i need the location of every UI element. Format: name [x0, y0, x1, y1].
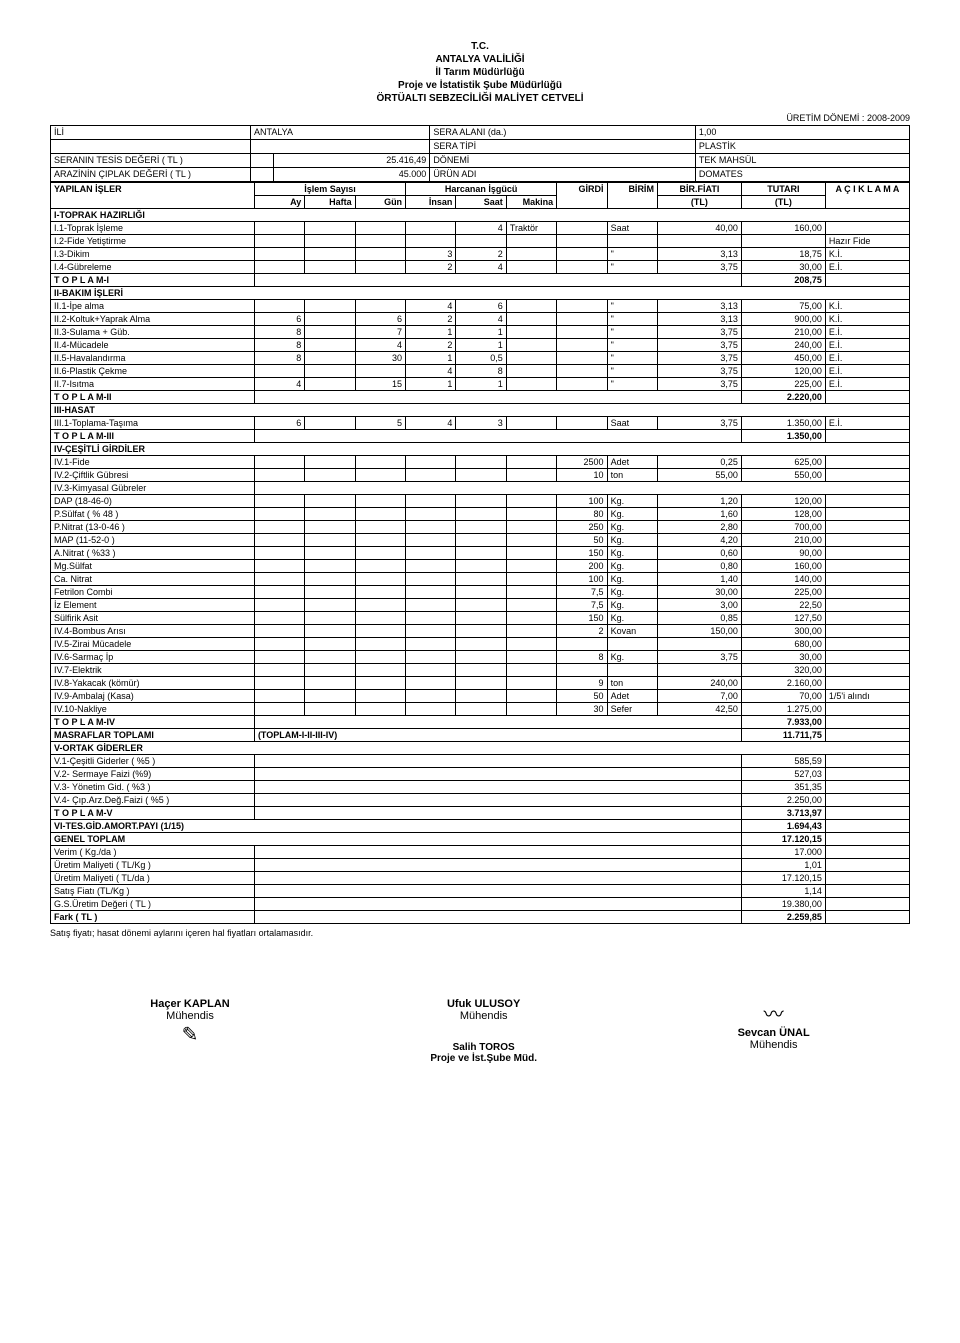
footnote: Satış fiyatı; hasat dönemi aylarını içer…: [50, 928, 910, 938]
table-row: IV.6-Sarmaç İp8Kg.3,7530,00: [51, 651, 910, 664]
toplam-1: T O P L A M-I: [51, 274, 255, 287]
table-row: II.7-Isıtma41511"3,75225,00E.İ.: [51, 378, 910, 391]
table-row: IV.1-Fide2500Adet0,25625,00: [51, 456, 910, 469]
table-row: I.1-Toprak İşleme4TraktörSaat40,00160,00: [51, 222, 910, 235]
sera-tipi-label: SERA TİPİ: [430, 140, 696, 154]
section-2: II-BAKIM İŞLERİ: [51, 287, 910, 300]
production-period: ÜRETİM DÖNEMİ : 2008-2009: [50, 113, 910, 123]
toplam-4: T O P L A M-IV: [51, 716, 255, 729]
col-islem: İşlem Sayısı: [254, 183, 405, 196]
col-harcanan: Harcanan İşgücü: [406, 183, 557, 196]
table-row: II.5-Havalandırma83010,5"3,75450,00E.İ.: [51, 352, 910, 365]
table-row: Üretim Maliyeti ( TL/da )17.120,15: [51, 872, 910, 885]
table-row: IV.5-Zirai Mücadele680,00: [51, 638, 910, 651]
col-girdi: GİRDİ: [557, 183, 607, 209]
signature-1: Haçer KAPLAN Mühendis ✎: [150, 998, 229, 1064]
section-1: I-TOPRAK HAZIRLIĞI: [51, 209, 910, 222]
table-row: V.2- Sermaye Faizi (%9)527,03: [51, 768, 910, 781]
section-5: V-ORTAK GİDERLER: [51, 742, 910, 755]
table-row: Üretim Maliyeti ( TL/Kg )1,01: [51, 859, 910, 872]
signature-2: Ufuk ULUSOY Mühendis Salih TOROS Proje v…: [430, 998, 537, 1064]
table-row: IV.8-Yakacak (kömür)9ton240,002.160,00: [51, 677, 910, 690]
tesis-label: SERANIN TESİS DEĞERİ ( TL ): [51, 154, 251, 168]
table-row: P.Nitrat (13-0-46 )250Kg.2,80700,00: [51, 521, 910, 534]
ili-label: İLİ: [51, 126, 251, 140]
sera-alani-value: 1,00: [695, 126, 909, 140]
urun-value: DOMATES: [695, 168, 909, 182]
donemi-value: TEK MAHSÜL: [695, 154, 909, 168]
section-3: III-HASAT: [51, 404, 910, 417]
urun-label: ÜRÜN ADI: [430, 168, 696, 182]
tesis-value: 25.416,49: [274, 154, 430, 168]
table-row: I.3-Dikim32"3,1318,75K.İ.: [51, 248, 910, 261]
document-header: T.C. ANTALYA VALİLİĞİ İl Tarım Müdürlüğü…: [50, 40, 910, 105]
table-row: V.3- Yönetim Gid. ( %3 )351,35: [51, 781, 910, 794]
table-row: I.2-Fide YetiştirmeHazır Fide: [51, 235, 910, 248]
table-row: Fetrilon Combi7,5Kg.30,00225,00: [51, 586, 910, 599]
table-row: IV.7-Elektrik320,00: [51, 664, 910, 677]
arazi-label: ARAZİNİN ÇIPLAK DEĞERİ ( TL ): [51, 168, 251, 182]
header-line-2: ANTALYA VALİLİĞİ: [50, 53, 910, 66]
signature-scribble-icon: 〰: [738, 998, 810, 1027]
table-row: G.S.Üretim Değeri ( TL )19.380,00: [51, 898, 910, 911]
table-row: V.4- Çıp.Arz.Değ.Faizi ( %5 )2.250,00: [51, 794, 910, 807]
table-row: II.2-Koltuk+Yaprak Alma6624"3,13900,00K.…: [51, 313, 910, 326]
sera-alani-label: SERA ALANI (da.): [430, 126, 696, 140]
toplam-5: T O P L A M-V: [51, 807, 255, 820]
header-line-4: Proje ve İstatistik Şube Müdürlüğü: [50, 79, 910, 92]
arazi-value: 45.000: [274, 168, 430, 182]
table-row: İz Element7,5Kg.3,0022,50: [51, 599, 910, 612]
col-birim: BİRİM: [607, 183, 657, 209]
toplam-3: T O P L A M-III: [51, 430, 255, 443]
donemi-label: DÖNEMİ: [430, 154, 696, 168]
signature-3: 〰 Sevcan ÜNAL Mühendis: [738, 998, 810, 1064]
table-row: IV.9-Ambalaj (Kasa)50Adet7,0070,001/5'i …: [51, 690, 910, 703]
signatures-block: Haçer KAPLAN Mühendis ✎ Ufuk ULUSOY Mühe…: [50, 998, 910, 1064]
table-row: MAP (11-52-0 )50Kg.4,20210,00: [51, 534, 910, 547]
table-row: V.1-Çeşitli Giderler ( %5 )585,59: [51, 755, 910, 768]
table-row: Sülfirik Asit150Kg.0,85127,50: [51, 612, 910, 625]
table-row: IV.3-Kimyasal Gübreler: [51, 482, 910, 495]
table-row: Satış Fiatı (TL/Kg )1,14: [51, 885, 910, 898]
table-row: Mg.Sülfat200Kg.0,80160,00: [51, 560, 910, 573]
col-tutari: TUTARI: [741, 183, 825, 196]
section-6: VI-TES.GİD.AMORT.PAYI (1/15): [51, 820, 742, 833]
table-row: Ca. Nitrat100Kg.1,40140,00: [51, 573, 910, 586]
col-aciklama: A Ç I K L A M A: [825, 183, 909, 209]
stamp: Salih TOROS Proje ve İst.Şube Müd.: [430, 1042, 537, 1064]
table-row: DAP (18-46-0)100Kg.1,20120,00: [51, 495, 910, 508]
table-row: IV.10-Nakliye30Sefer42,501.275,00: [51, 703, 910, 716]
table-row: I.4-Gübreleme24"3,7530,00E.İ.: [51, 261, 910, 274]
col-yapilan: YAPILAN İŞLER: [51, 183, 255, 209]
table-row: II.6-Plastik Çekme48"3,75120,00E.İ.: [51, 365, 910, 378]
header-line-3: İl Tarım Müdürlüğü: [50, 66, 910, 79]
header-line-5: ÖRTÜALTI SEBZECİLİĞİ MALİYET CETVELİ: [50, 92, 910, 105]
masraflar-toplami: MASRAFLAR TOPLAMI: [51, 729, 255, 742]
section-4: IV-ÇEŞİTLİ GİRDİLER: [51, 443, 910, 456]
genel-toplam: GENEL TOPLAM: [51, 833, 742, 846]
col-birfiat: BİR.FİATI: [657, 183, 741, 196]
header-line-1: T.C.: [50, 40, 910, 53]
signature-scribble-icon: ✎: [150, 1022, 229, 1047]
table-row: IV.4-Bombus Arısı2Kovan150,00300,00: [51, 625, 910, 638]
info-table: İLİ ANTALYA SERA ALANI (da.) 1,00 SERA T…: [50, 125, 910, 182]
table-row: P.Sülfat ( % 48 )80Kg.1,60128,00: [51, 508, 910, 521]
ili-value: ANTALYA: [251, 126, 430, 140]
table-row: II.4-Mücadele8421"3,75240,00E.İ.: [51, 339, 910, 352]
toplam-2: T O P L A M-II: [51, 391, 255, 404]
table-row: Verim ( Kg./da )17.000: [51, 846, 910, 859]
sera-tipi-value: PLASTİK: [695, 140, 909, 154]
table-row: A.Nitrat ( %33 )150Kg.0,6090,00: [51, 547, 910, 560]
table-row: IV.2-Çiftlik Gübresi10ton55,00550,00: [51, 469, 910, 482]
table-row: III.1-Toplama-Taşıma6543Saat3,751.350,00…: [51, 417, 910, 430]
table-row: II.3-Sulama + Güb.8711"3,75210,00E.İ.: [51, 326, 910, 339]
cost-table: YAPILAN İŞLER İşlem Sayısı Harcanan İşgü…: [50, 182, 910, 924]
table-row: II.1-İpe alma46"3,1375,00K.İ.: [51, 300, 910, 313]
